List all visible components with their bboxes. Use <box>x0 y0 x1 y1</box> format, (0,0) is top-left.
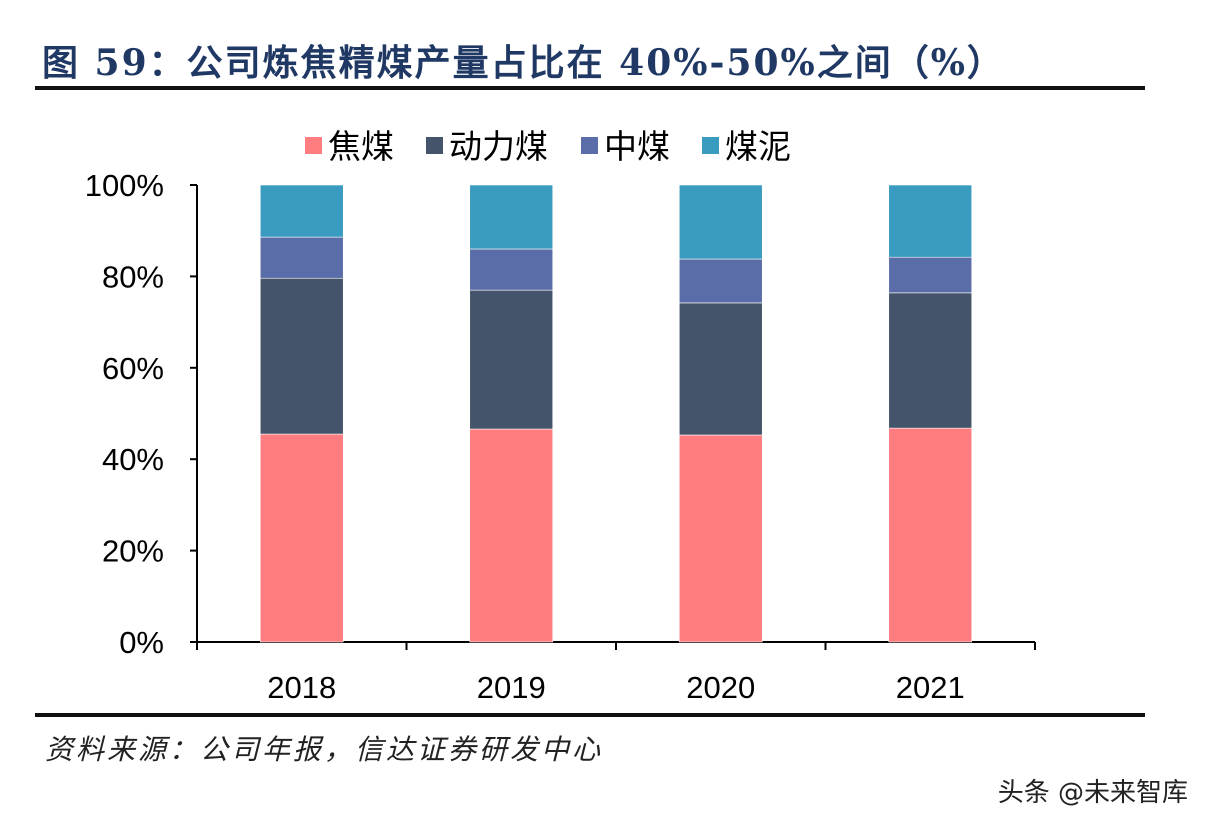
legend-label: 中煤 <box>604 127 670 166</box>
y-tick-label: 60% <box>102 351 164 386</box>
legend-swatch <box>305 137 322 154</box>
watermark: 头条 @未来智库 <box>997 778 1188 808</box>
bar-segment-2018-动力煤 <box>259 277 344 435</box>
legend-swatch <box>426 137 443 154</box>
bar-segment-2018-焦煤 <box>259 433 344 643</box>
bar-segment-2021-焦煤 <box>888 427 973 643</box>
legend-label: 煤泥 <box>725 127 791 166</box>
x-tick-label: 2021 <box>896 670 965 705</box>
y-tick-label: 20% <box>102 534 164 569</box>
legend-swatch <box>581 137 598 154</box>
legend-label: 动力煤 <box>449 127 548 166</box>
bar-segment-2020-动力煤 <box>678 302 763 436</box>
y-tick-label: 100% <box>85 168 164 203</box>
y-tick-label: 80% <box>102 259 164 294</box>
bar-segment-2019-焦煤 <box>469 428 554 643</box>
bar-segment-2019-煤泥 <box>469 184 554 250</box>
bar-segment-2021-中煤 <box>888 256 973 294</box>
legend-swatch <box>702 137 719 154</box>
bar-segment-2020-中煤 <box>678 258 763 304</box>
chart-title: 图 59：公司炼焦精煤产量占比在 40%-50%之间（%） <box>42 42 1005 84</box>
legend-label: 焦煤 <box>328 127 394 166</box>
x-tick-label: 2019 <box>477 670 546 705</box>
bar-segment-2020-煤泥 <box>678 184 763 260</box>
title-divider <box>35 86 1145 90</box>
y-tick-label: 0% <box>119 625 164 660</box>
bar-segment-2021-煤泥 <box>888 184 973 258</box>
x-tick-label: 2018 <box>267 670 336 705</box>
bar-segment-2018-煤泥 <box>259 184 344 238</box>
bar-segment-2019-动力煤 <box>469 289 554 430</box>
source-note: 资料来源：公司年报，信达证券研发中心 <box>45 733 604 766</box>
source-divider <box>35 713 1145 717</box>
bar-segment-2020-焦煤 <box>678 434 763 643</box>
bar-segment-2021-动力煤 <box>888 292 973 429</box>
bar-segment-2019-中煤 <box>469 248 554 291</box>
bar-segment-2018-中煤 <box>259 236 344 279</box>
x-tick-label: 2020 <box>686 670 755 705</box>
y-tick-label: 40% <box>102 442 164 477</box>
